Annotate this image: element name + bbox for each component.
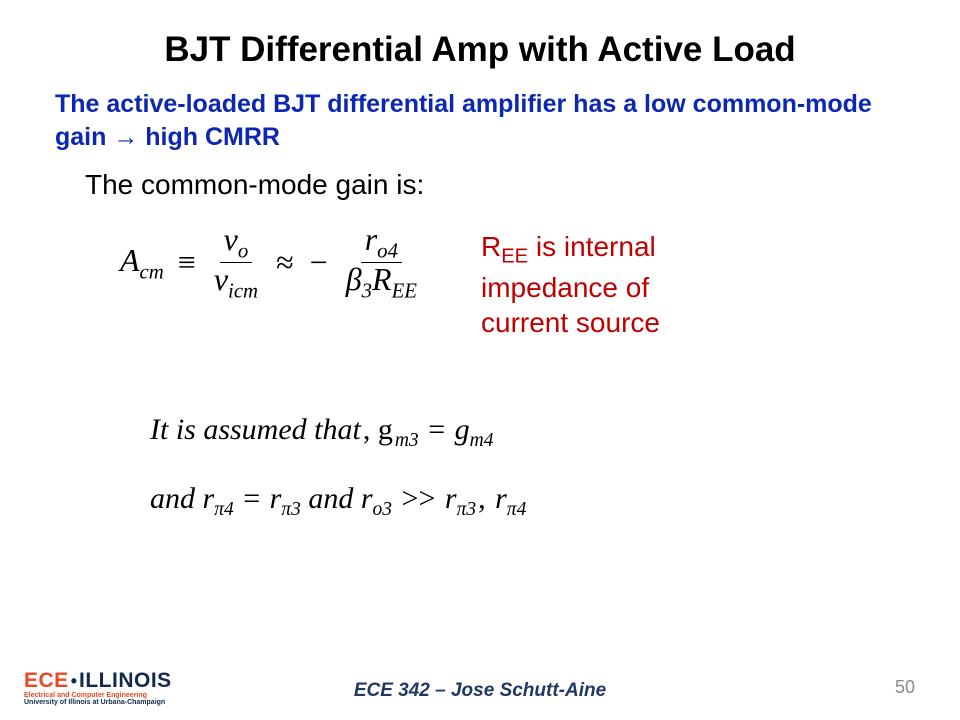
eq-ro4-sub: o4 bbox=[377, 239, 398, 262]
eq-minus: − bbox=[308, 244, 330, 281]
slide-subtitle: The active-loaded BJT differential ampli… bbox=[55, 88, 905, 153]
slide: BJT Differential Amp with Active Load Th… bbox=[0, 0, 960, 720]
subtitle-post: high CMRR bbox=[138, 123, 280, 151]
a2-r1-sub: π4 bbox=[214, 499, 234, 520]
arrow-icon: → bbox=[113, 123, 138, 151]
eq-frac2: ro4 β3REE bbox=[342, 223, 421, 302]
a1-text: It is assumed that bbox=[150, 413, 361, 446]
eq-vicm-sub: icm bbox=[228, 280, 258, 303]
a2-r3: and r bbox=[301, 482, 373, 515]
eq-approx: ≈ bbox=[274, 244, 296, 281]
eq-beta-sub: 3 bbox=[362, 280, 372, 303]
note-R-sub: EE bbox=[501, 246, 528, 268]
assumptions: It is assumed that, gm3 = gm4 and rπ4 = … bbox=[150, 395, 905, 533]
eq-REE-sub: EE bbox=[392, 280, 417, 303]
eq-ro4: r bbox=[365, 221, 377, 257]
a2-r5: r bbox=[495, 482, 507, 515]
a1-g2: g bbox=[455, 413, 470, 446]
slide-title: BJT Differential Amp with Active Load bbox=[55, 30, 905, 70]
a2-r1: and r bbox=[150, 482, 214, 515]
a2-r4-sub: π3 bbox=[457, 499, 477, 520]
note-R: R bbox=[481, 231, 501, 262]
eq-equiv: ≡ bbox=[176, 244, 198, 281]
main-equation: Acm ≡ vo vicm ≈ − ro4 β3REE bbox=[120, 223, 421, 302]
assumption-line-1: It is assumed that, gm3 = gm4 bbox=[150, 395, 905, 464]
footer-text: ECE 342 – Jose Schutt-Aine bbox=[0, 680, 960, 702]
footer: ECE • ILLINOIS Electrical and Computer E… bbox=[0, 650, 960, 708]
a2-r2: r bbox=[270, 482, 282, 515]
eq-vicm: v bbox=[214, 261, 228, 297]
a2-r5-sub: π4 bbox=[507, 499, 527, 520]
page-number: 50 bbox=[895, 677, 915, 698]
a2-r3-sub: o3 bbox=[373, 499, 393, 520]
eq-vo: v bbox=[224, 221, 238, 257]
a1-eq: = bbox=[419, 413, 455, 446]
body-text: The common-mode gain is: bbox=[85, 169, 905, 201]
equation-row: Acm ≡ vo vicm ≈ − ro4 β3REE REE is inter… bbox=[120, 223, 905, 340]
a1-g1-sub: m3 bbox=[395, 430, 419, 451]
side-note: REE is internal impedance of current sou… bbox=[481, 229, 711, 340]
eq-lhs: Acm bbox=[120, 242, 164, 284]
eq-frac1: vo vicm bbox=[210, 223, 262, 302]
eq-beta: β bbox=[346, 261, 362, 297]
assumption-line-2: and rπ4 = rπ3 and ro3 >> rπ3, rπ4 bbox=[150, 464, 905, 533]
eq-vo-sub: o bbox=[238, 239, 248, 262]
eq-REE: R bbox=[372, 261, 392, 297]
a2-eq1: = bbox=[234, 482, 270, 515]
a1-g2-sub: m4 bbox=[470, 430, 494, 451]
a2-gg: >> bbox=[392, 482, 445, 515]
a2-comma: , bbox=[476, 482, 495, 515]
a1-g1: , g bbox=[361, 413, 395, 446]
eq-A-sub: cm bbox=[140, 260, 164, 283]
eq-A: A bbox=[120, 242, 140, 278]
a2-r4: r bbox=[445, 482, 457, 515]
a2-r2-sub: π3 bbox=[281, 499, 301, 520]
